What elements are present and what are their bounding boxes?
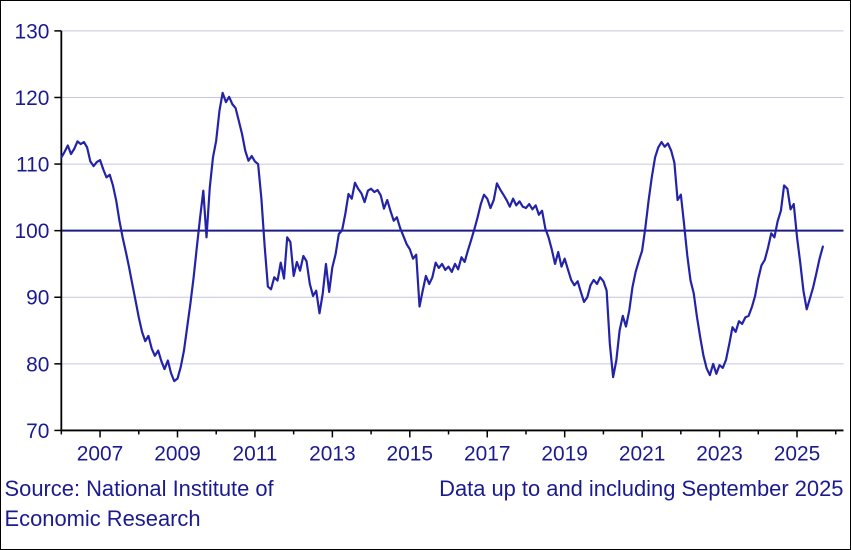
data-note-text: Data up to and including September 2025 [439,476,843,501]
x-axis-label: 2007 [77,442,124,465]
y-axis-label: 110 [16,154,49,177]
y-axis-label: 130 [14,20,49,43]
axis-layer: 70 80 90 100 110 120 130 2007 2009 2011 2013 2015 20… [14,20,844,465]
y-axis-label: 90 [26,287,49,310]
series-layer [60,91,824,383]
x-axis-label: 2019 [541,442,588,465]
series-line [60,91,824,383]
x-axis-label: 2025 [774,442,821,465]
source-text-line2: Economic Research [5,506,201,531]
source-text-line1: Source: National Institute of [5,476,275,501]
y-axis-label: 80 [26,353,49,376]
x-axis-label: 2011 [232,442,277,465]
y-axis-label: 120 [14,87,49,110]
x-axis-label: 2021 [619,442,666,465]
x-axis-label: 2017 [464,442,511,465]
grid-layer [61,30,844,365]
x-axis-label: 2009 [154,442,201,465]
y-axis-label: 70 [26,420,49,443]
x-axis-label: 2013 [309,442,356,465]
x-axis-label: 2015 [387,442,434,465]
y-axis-label: 100 [14,220,49,243]
x-axis-label: 2023 [696,442,743,465]
